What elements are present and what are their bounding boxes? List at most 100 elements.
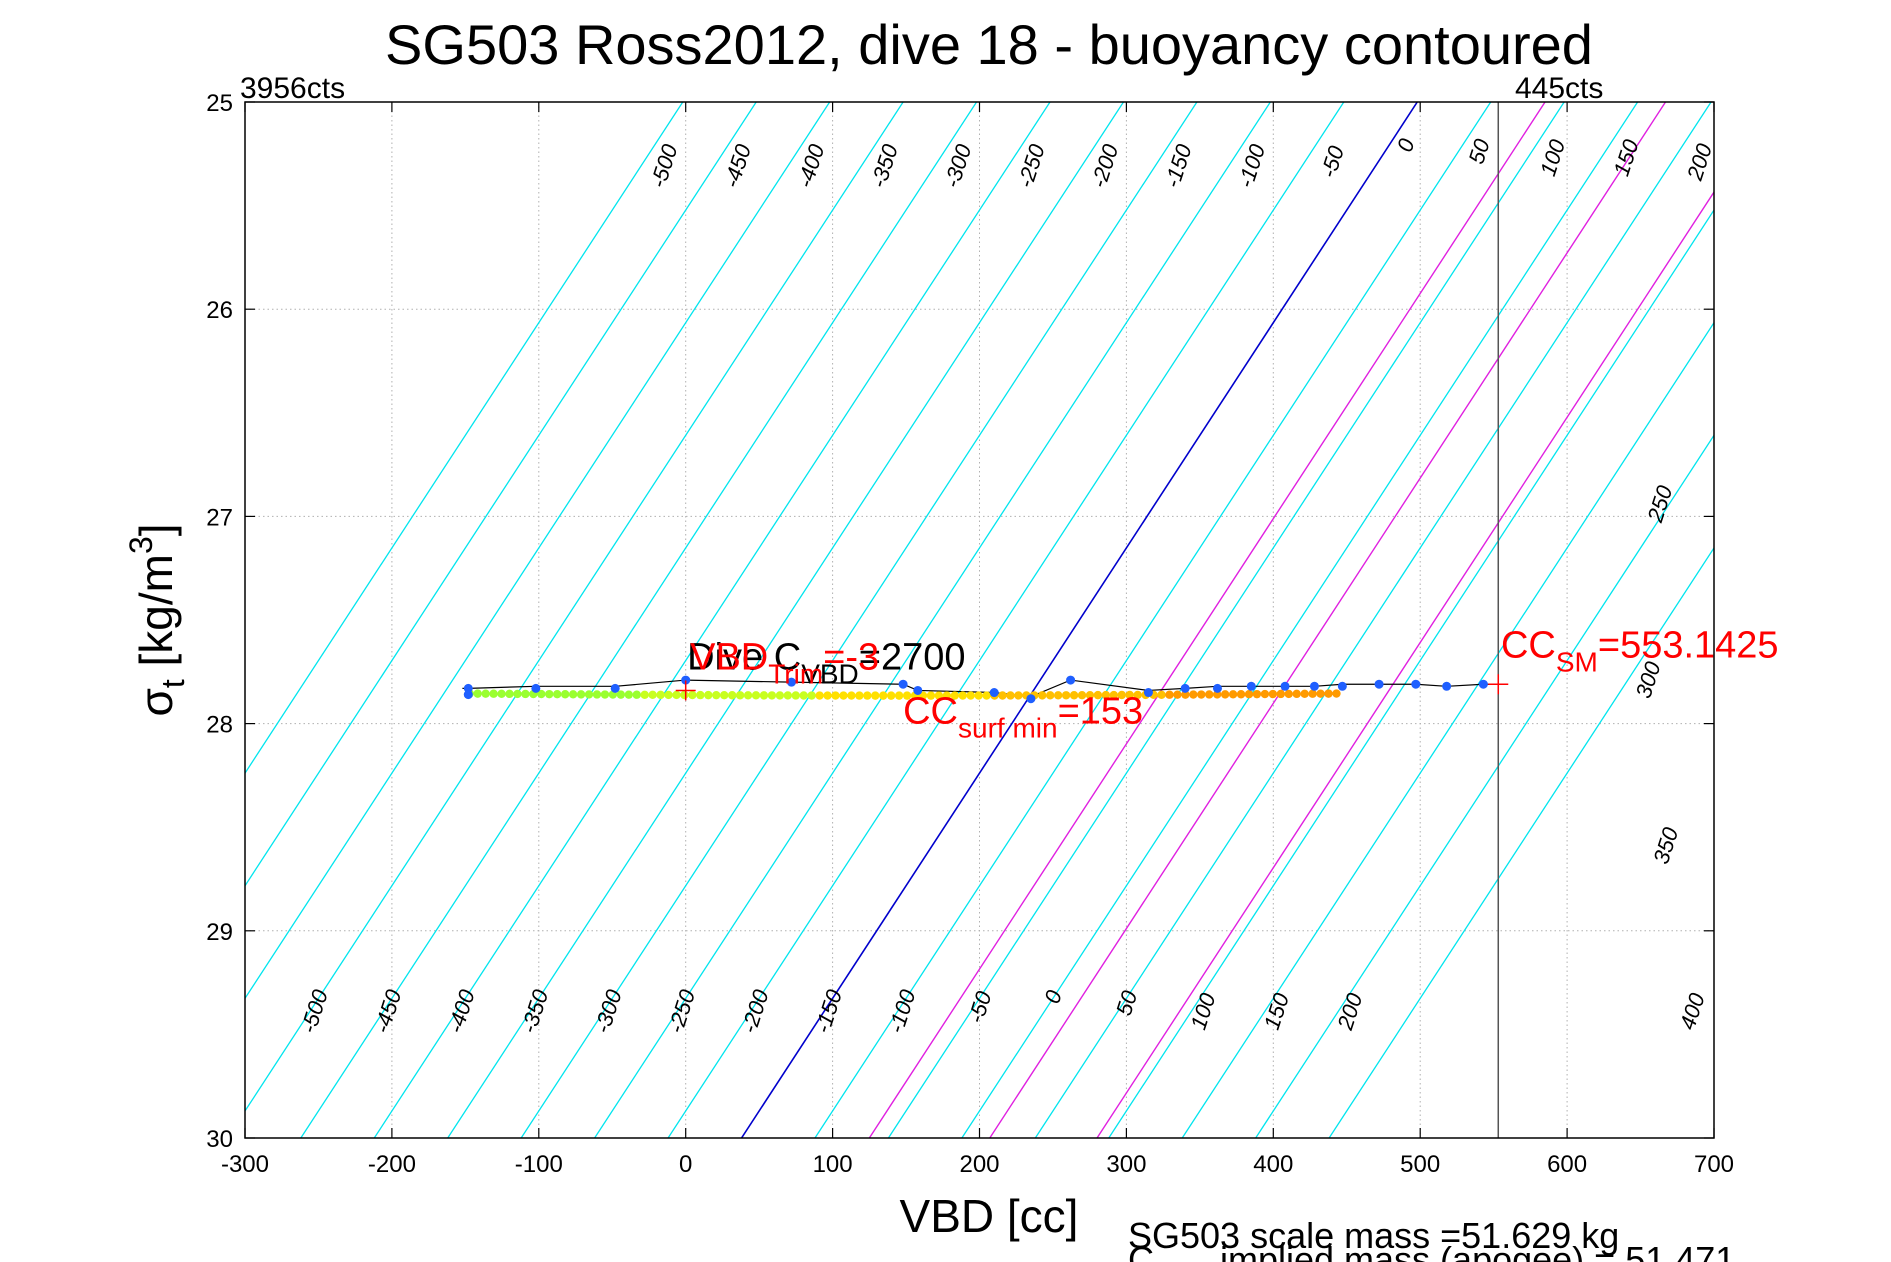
data-point	[1280, 681, 1290, 691]
color-dot	[568, 690, 578, 699]
x-tick-label: -100	[515, 1151, 563, 1178]
dive-marker	[675, 680, 696, 701]
color-dot	[1069, 691, 1079, 700]
contour-label: 50	[1464, 135, 1496, 167]
y-axis-label-close: ]	[130, 523, 182, 536]
data-point	[913, 685, 923, 695]
color-dot	[759, 691, 769, 700]
color-dot	[513, 689, 522, 699]
color-dot	[1093, 690, 1103, 700]
color-dot	[1324, 689, 1333, 698]
buoyancy-contours	[245, 102, 1714, 1138]
color-dot	[847, 691, 856, 700]
color-dot	[481, 689, 490, 698]
color-dot	[831, 691, 840, 700]
contour-label: -350	[516, 986, 554, 1036]
contour-label: -450	[719, 140, 757, 190]
color-dot	[894, 691, 904, 700]
color-dot	[656, 690, 665, 700]
color-dot	[688, 690, 697, 700]
footer-implied-mass-prefix: C	[1128, 1239, 1154, 1262]
color-dot	[879, 691, 888, 700]
top-right-label: 445cts	[1515, 72, 1603, 105]
cyan-contour	[520, 102, 1198, 1138]
markers	[675, 674, 1509, 701]
color-dot	[815, 691, 824, 700]
data-point	[1442, 681, 1452, 691]
color-dot	[1332, 689, 1341, 698]
cc-sm-annotation: CCSM=553.1425	[1501, 624, 1779, 677]
contour-label: 250	[1642, 482, 1678, 526]
contour-label: -400	[442, 986, 480, 1036]
cyan-contour	[1328, 546, 1714, 1138]
color-dot	[1205, 690, 1214, 699]
color-dot	[1085, 690, 1095, 700]
color-dot	[799, 691, 808, 700]
color-dot	[1220, 690, 1230, 699]
color-dot	[584, 690, 594, 699]
cyan-contour	[245, 102, 831, 1000]
annotation-part: =2700	[859, 637, 966, 679]
color-dot	[1173, 690, 1182, 699]
contour-label: 100	[1535, 136, 1570, 179]
y-tick-label: 29	[206, 919, 233, 946]
data-point	[531, 683, 541, 693]
color-dot	[1006, 691, 1015, 700]
color-dot	[1181, 690, 1190, 699]
top-left-label: 3956cts	[240, 72, 345, 105]
cyan-contour	[1034, 102, 1712, 1138]
color-dot	[1061, 691, 1071, 700]
y-tick-label: 27	[206, 504, 233, 531]
contour-label: 350	[1648, 824, 1683, 867]
color-dot	[926, 691, 936, 700]
color-dot	[1316, 689, 1325, 698]
y-axis-label-main: σ	[130, 688, 182, 716]
cyan-contour	[245, 102, 684, 775]
contour-label: 0	[1039, 986, 1067, 1006]
y-tick-label: 28	[206, 712, 233, 739]
data-point	[1026, 694, 1036, 704]
color-dot	[1308, 689, 1317, 698]
color-dot	[664, 690, 673, 700]
color-dot	[998, 691, 1007, 700]
color-dot	[767, 691, 777, 700]
cyan-contour	[245, 102, 757, 887]
cyan-contour	[961, 102, 1639, 1138]
color-dot	[672, 690, 681, 700]
data-point	[989, 688, 999, 698]
color-dot	[982, 691, 991, 700]
color-dot	[712, 690, 721, 700]
color-dot	[1046, 691, 1055, 700]
color-dot	[1157, 690, 1166, 699]
data-point	[681, 675, 691, 685]
x-tick-label: 500	[1400, 1151, 1440, 1178]
color-dot	[497, 689, 506, 698]
dive-c-vbd-annotation: Dive CVBD =2700	[687, 637, 965, 690]
contour-label: -200	[1086, 140, 1124, 190]
color-dot	[1260, 689, 1270, 699]
color-dots	[465, 689, 1341, 700]
annotation-part: VBD	[690, 637, 768, 679]
color-dot	[680, 690, 689, 700]
color-dot	[1125, 690, 1134, 700]
color-dot	[735, 691, 745, 700]
color-dot	[1300, 689, 1309, 698]
color-dot	[1236, 690, 1246, 699]
contour-label: 100	[1185, 989, 1220, 1032]
data-point	[1066, 675, 1076, 685]
color-dot	[1292, 689, 1301, 699]
x-tick-label: 200	[959, 1151, 999, 1178]
color-dot	[871, 691, 880, 700]
data-point	[1246, 681, 1256, 691]
annotation-part: Dive C	[687, 637, 801, 679]
contour-label: -150	[810, 986, 848, 1036]
data-point	[1337, 681, 1347, 691]
color-dot	[783, 691, 793, 700]
data-point	[786, 677, 796, 687]
annotation-part: SM	[1556, 646, 1598, 677]
color-dot	[632, 690, 641, 699]
color-dot	[545, 689, 554, 699]
color-dot	[1077, 691, 1087, 700]
contour-label: -500	[645, 140, 683, 190]
color-dot	[560, 690, 570, 699]
